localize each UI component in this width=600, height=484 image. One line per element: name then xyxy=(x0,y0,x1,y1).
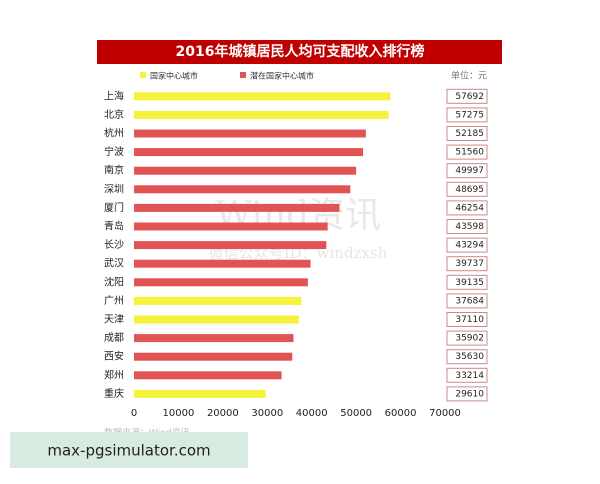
value-label: 29610 xyxy=(455,389,484,399)
bar xyxy=(134,259,311,268)
value-label: 39135 xyxy=(455,278,484,288)
y-tick-label: 宁波 xyxy=(104,145,124,158)
x-tick-label: 50000 xyxy=(340,408,372,419)
value-box xyxy=(446,293,488,309)
y-tick-label: 天津 xyxy=(104,314,124,326)
overlay-box xyxy=(10,432,248,468)
value-box xyxy=(446,126,488,141)
x-tick-label: 70000 xyxy=(429,408,461,419)
value-box xyxy=(446,367,488,383)
y-tick-label: 成都 xyxy=(104,332,124,344)
x-tick-label: 0 xyxy=(131,408,137,419)
chart-title: 2016年城镇居民人均可支配收入排行榜 xyxy=(176,43,425,60)
y-tick-label: 上海 xyxy=(104,89,124,102)
bar xyxy=(134,334,294,343)
bar xyxy=(134,389,266,398)
bar xyxy=(134,296,302,305)
overlay-text: max-pgsimulator.com xyxy=(47,442,210,460)
value-label: 43598 xyxy=(455,222,484,232)
y-tick-label: 西安 xyxy=(104,350,124,363)
value-label: 51560 xyxy=(455,148,484,158)
value-label: 39737 xyxy=(455,259,484,269)
y-tick-label: 广州 xyxy=(104,295,124,307)
title-banner xyxy=(97,40,502,64)
x-tick-label: 20000 xyxy=(207,408,239,419)
y-tick-label: 重庆 xyxy=(104,387,124,400)
value-label: 33214 xyxy=(455,371,484,381)
value-box xyxy=(446,219,488,234)
bar xyxy=(134,92,391,101)
value-box xyxy=(446,144,488,160)
value-box xyxy=(446,163,488,179)
value-box xyxy=(446,330,488,346)
value-label: 46254 xyxy=(455,203,484,213)
legend-label: 潜在国家中心城市 xyxy=(250,71,314,81)
value-box xyxy=(446,256,488,272)
bar xyxy=(134,278,308,287)
bar xyxy=(134,166,357,175)
value-label: 35902 xyxy=(455,334,484,344)
bar xyxy=(134,352,293,361)
y-tick-label: 长沙 xyxy=(104,239,124,251)
y-tick-label: 深圳 xyxy=(104,183,124,195)
y-tick-label: 北京 xyxy=(104,108,124,121)
unit: 单位：元 xyxy=(451,70,487,82)
x-tick-label: 60000 xyxy=(385,408,417,419)
value-label: 57692 xyxy=(455,92,484,102)
value-label: 35630 xyxy=(455,352,484,362)
value-label: 48695 xyxy=(455,185,484,195)
legend-swatch xyxy=(240,72,246,78)
legend-swatch xyxy=(140,72,146,78)
value-label: 37110 xyxy=(455,315,484,325)
x-tick-label: 10000 xyxy=(163,408,195,419)
y-tick-label: 南京 xyxy=(104,164,124,177)
value-box xyxy=(446,386,488,402)
x-tick-label: 30000 xyxy=(251,408,283,419)
value-box xyxy=(446,349,488,365)
value-box xyxy=(446,88,488,104)
bar xyxy=(134,241,327,250)
value-box xyxy=(446,200,488,216)
y-tick-label: 杭州 xyxy=(104,127,124,140)
bar xyxy=(134,129,366,138)
x-tick-label: 40000 xyxy=(296,408,328,419)
value-box xyxy=(446,237,488,253)
value-box xyxy=(446,107,488,123)
value-box xyxy=(446,274,488,290)
bar xyxy=(134,222,328,231)
bar xyxy=(134,110,389,119)
bar xyxy=(134,185,351,194)
legend-label: 国家中心城市 xyxy=(150,71,198,81)
y-tick-label: 沈阳 xyxy=(104,275,124,288)
y-tick-label: 郑州 xyxy=(104,368,124,381)
y-tick-label: 厦门 xyxy=(104,201,124,214)
y-tick-label: 青岛 xyxy=(104,220,124,233)
bar xyxy=(134,371,282,380)
value-label: 37684 xyxy=(455,296,484,306)
value-label: 43294 xyxy=(455,241,484,251)
value-box xyxy=(446,181,488,197)
y-tick-label: 武汉 xyxy=(104,257,124,270)
bar xyxy=(134,315,299,324)
bar xyxy=(134,203,340,212)
bar xyxy=(134,148,364,157)
value-box xyxy=(446,312,488,327)
value-label: 49997 xyxy=(455,166,484,176)
value-label: 57275 xyxy=(455,110,484,120)
value-label: 52185 xyxy=(455,129,484,139)
